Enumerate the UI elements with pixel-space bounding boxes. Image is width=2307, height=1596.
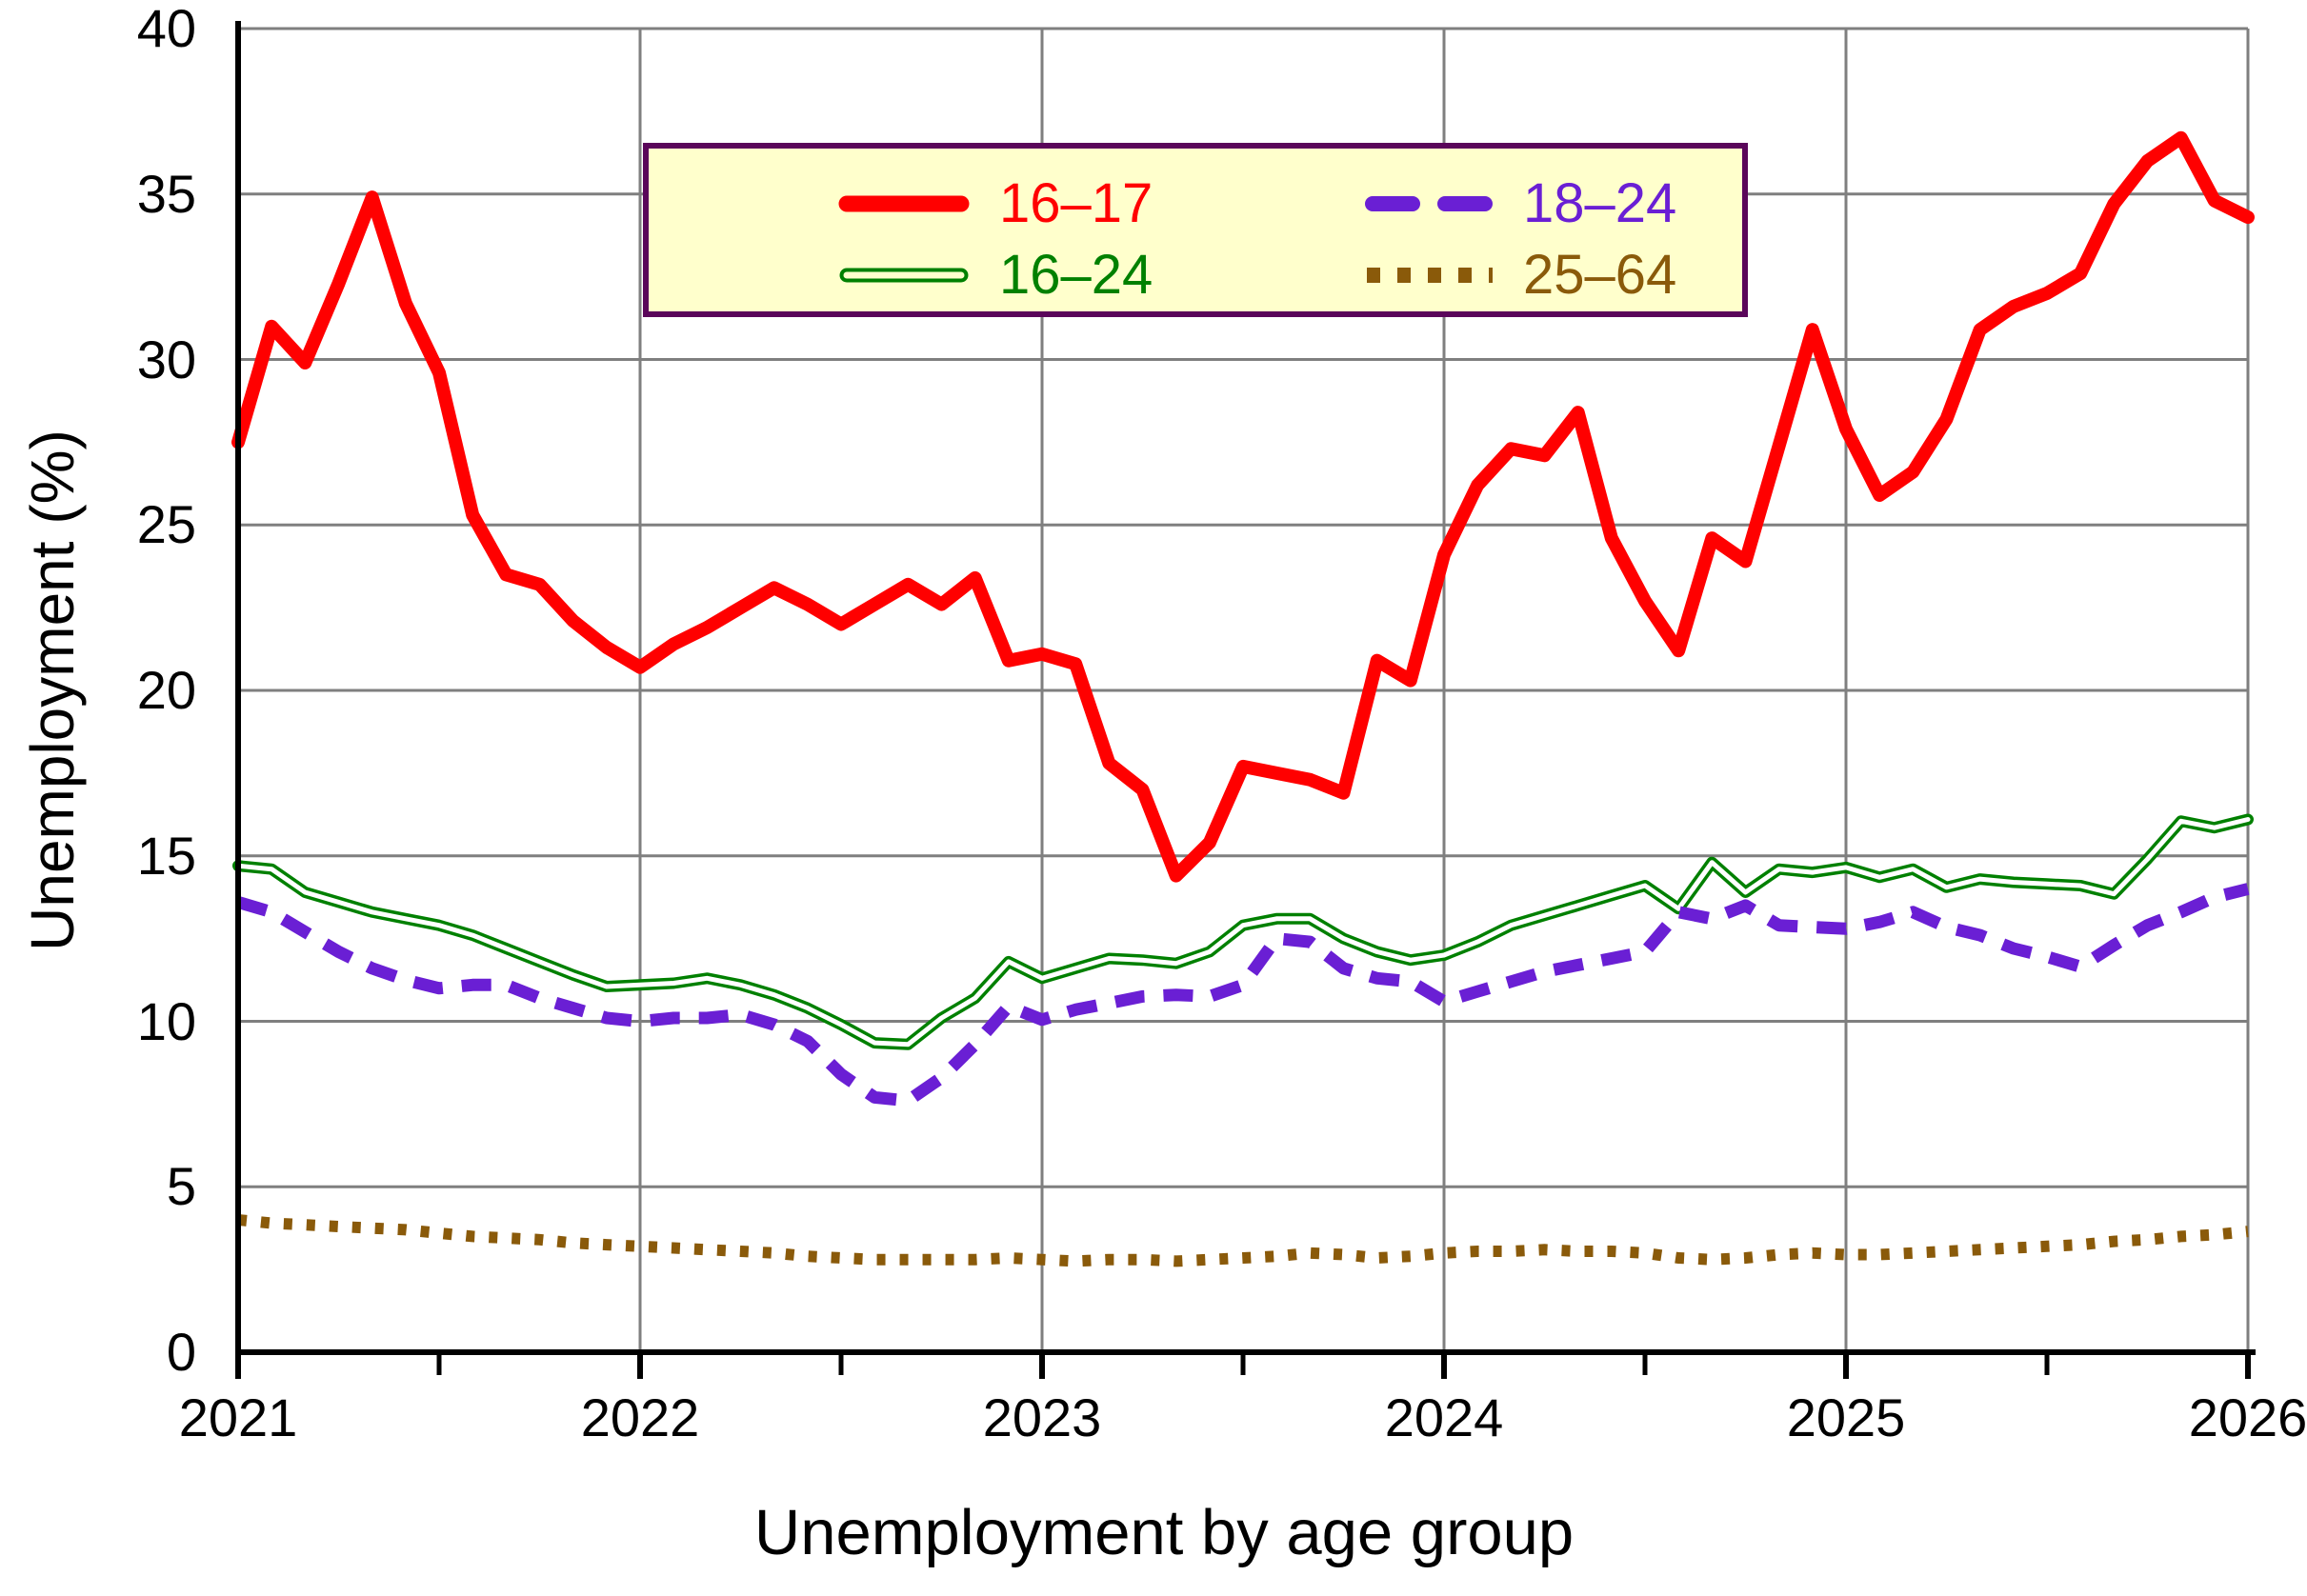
y-tick-label: 40 (136, 0, 196, 58)
legend-label-16-17: 16–17 (999, 172, 1154, 234)
legend-swatch-dashed-line-icon (1365, 196, 1495, 211)
legend-item-25-64: 25–64 (1359, 247, 1676, 304)
legend-label-18-24: 18–24 (1523, 172, 1677, 234)
legend: 16–17 18–24 16–24 25–64 (643, 143, 1748, 317)
chart-title: Unemployment by age group (753, 1497, 1575, 1568)
x-tick-label: 2022 (580, 1387, 700, 1447)
y-tick-label: 30 (136, 329, 196, 389)
x-tick-label: 2023 (982, 1387, 1102, 1447)
x-tick-label: 2021 (178, 1387, 298, 1447)
y-tick-label: 35 (136, 163, 196, 224)
y-tick-label: 25 (136, 494, 196, 555)
x-tick-label: 2024 (1384, 1387, 1504, 1447)
x-tick-label: 2025 (1786, 1387, 1906, 1447)
y-tick-label: 15 (136, 825, 196, 886)
y-tick-label: 0 (166, 1322, 196, 1382)
y-tick-label: 20 (136, 660, 196, 720)
legend-item-16-24: 16–24 (835, 247, 1153, 304)
legend-label-25-64: 25–64 (1523, 244, 1677, 306)
legend-swatch-double-line-icon (839, 268, 969, 283)
legend-label-16-24: 16–24 (999, 244, 1154, 306)
legend-swatch-dotted-line-icon (1367, 268, 1493, 283)
legend-swatch-solid-line-icon (838, 195, 970, 212)
x-tick-label: 2026 (2188, 1387, 2307, 1447)
y-tick-label: 5 (166, 1156, 196, 1217)
legend-item-16-17: 16–17 (835, 175, 1153, 232)
y-tick-label: 10 (136, 990, 196, 1051)
legend-item-18-24: 18–24 (1359, 175, 1676, 232)
